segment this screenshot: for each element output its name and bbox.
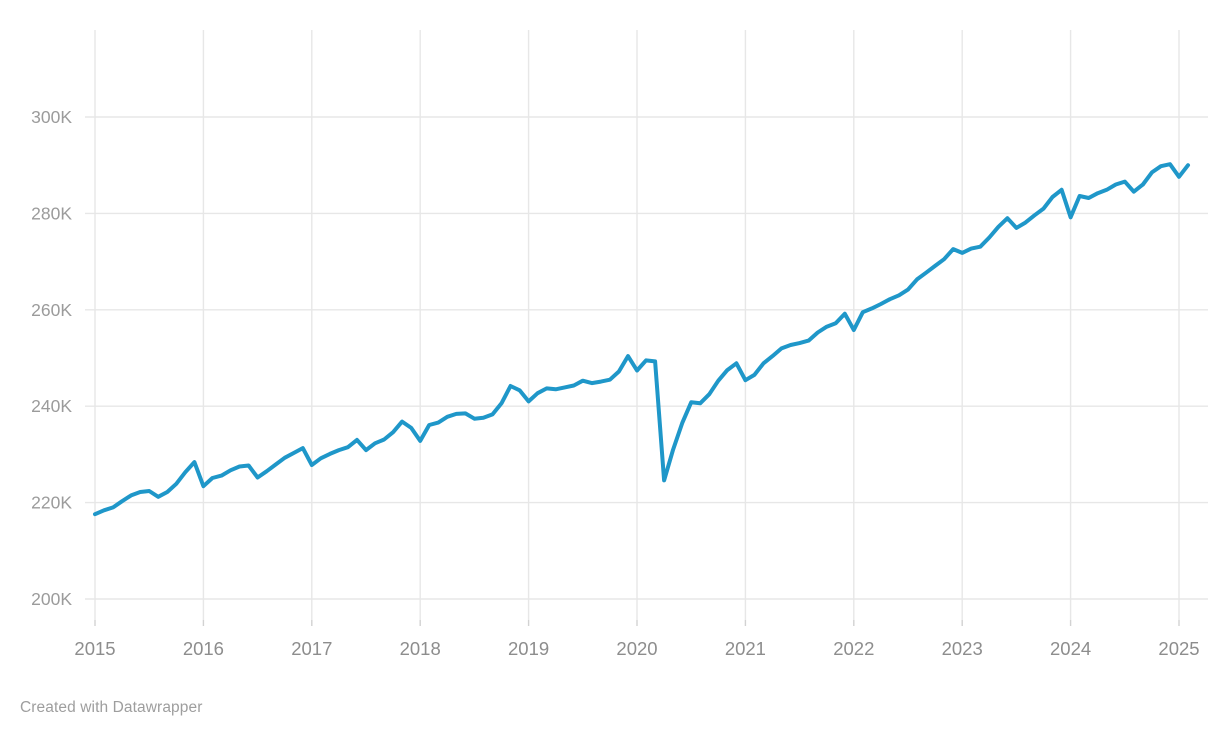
y-axis-tick-label: 220K <box>31 493 72 513</box>
y-axis-labels: 200K 220K 240K 260K 280K 300K <box>31 107 72 609</box>
x-axis-tick-label: 2017 <box>291 638 332 659</box>
x-axis-tick-label: 2025 <box>1158 638 1199 659</box>
y-axis-tick-label: 280K <box>31 203 72 223</box>
y-axis-tick-label: 300K <box>31 107 72 127</box>
x-axis-tick-label: 2023 <box>942 638 983 659</box>
x-axis-tick-marks <box>94 620 1180 626</box>
x-axis-tick-label: 2022 <box>833 638 874 659</box>
x-axis-tick-label: 2015 <box>74 638 115 659</box>
horizontal-gridlines <box>85 116 1208 600</box>
x-axis-tick-label: 2016 <box>183 638 224 659</box>
y-axis-tick-label: 240K <box>31 396 72 416</box>
x-axis-tick-label: 2024 <box>1050 638 1091 659</box>
x-axis-tick-label: 2020 <box>616 638 657 659</box>
x-axis-tick-label: 2018 <box>400 638 441 659</box>
vertical-gridlines <box>94 30 1180 620</box>
x-axis-tick-label: 2021 <box>725 638 766 659</box>
data-line <box>93 162 1190 517</box>
y-axis-tick-label: 200K <box>31 589 72 609</box>
x-axis-labels: 2015 2016 2017 2018 2019 2020 2021 2022 2023 2024… <box>74 638 1199 659</box>
x-axis-tick-label: 2019 <box>508 638 549 659</box>
attribution-text: Created with Datawrapper <box>20 699 203 716</box>
y-axis-tick-label: 260K <box>31 300 72 320</box>
